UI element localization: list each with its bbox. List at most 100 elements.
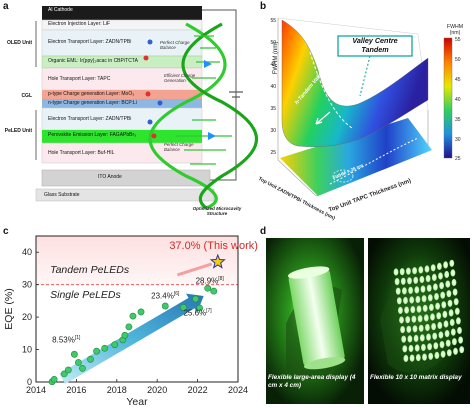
- cbar-tick: 45: [455, 77, 461, 83]
- matrix-pixel: [427, 343, 432, 351]
- annotation-28-9: 28.9%[8]: [196, 276, 224, 286]
- matrix-pixel: [437, 262, 442, 270]
- annotation-25-6: 25.6%[7]: [183, 308, 211, 318]
- cbar-tick: 55: [455, 37, 461, 43]
- matrix-pixel: [423, 314, 429, 322]
- projected-contour-floor: [280, 118, 432, 196]
- panel-d-flexible-displays: d Flexible large-area display (4 c: [258, 224, 474, 408]
- matrix-pixel: [430, 264, 436, 272]
- matrix-pixel: [403, 354, 409, 362]
- colorbar-title: FWHM (nm): [446, 24, 464, 36]
- layer-label-7: Electron Transport Layer: ZADN/TPBi: [48, 116, 132, 122]
- matrix-pixel: [421, 343, 426, 352]
- matrix-pixel: [394, 278, 400, 286]
- callout-text: Valley Centre Tandem: [352, 36, 398, 54]
- matrix-pixel: [449, 318, 455, 327]
- matrix-pixel: [406, 325, 412, 333]
- data-point: [121, 331, 129, 339]
- matrix-pixel: [439, 341, 445, 349]
- eqe-vs-year-chart: 2014 2016 2018 2020 2022 2024 0 10 20 30 40 Year EQE…: [3, 235, 248, 408]
- matrix-pixel: [452, 338, 457, 346]
- matrix-pixel: [425, 275, 431, 283]
- matrix-pixel: [412, 267, 417, 275]
- x-tick-label: 2024: [228, 385, 248, 395]
- matrix-pixel: [402, 287, 407, 295]
- note-charge-generation: Efficient Charge Generation: [164, 73, 196, 83]
- matrix-pixel: [418, 324, 424, 332]
- layer-label-1: Electron Injection Layer: LiF: [48, 21, 110, 27]
- matrix-pixel: [446, 349, 452, 357]
- annotation-ref: [7]: [206, 308, 212, 315]
- matrix-pixel: [409, 296, 415, 304]
- note-charge-balance-1: Perfect Charge Balance: [160, 40, 190, 50]
- hole-dot: [151, 133, 157, 139]
- data-point: [93, 347, 100, 355]
- layer-etl-top: [41, 29, 203, 57]
- matrix-pixel: [425, 323, 430, 332]
- matrix-pixel: [421, 295, 427, 303]
- hole-dot: [145, 91, 151, 97]
- matrix-pixel: [404, 306, 409, 314]
- helix-caption: Optimized Microcavity Structure: [192, 206, 242, 216]
- valley-trace: [309, 51, 353, 129]
- y-axis-title: EQE (%): [3, 288, 15, 329]
- z-axis-label: FWHM (nm): [273, 42, 279, 75]
- panel-c-label: c: [3, 226, 9, 237]
- matrix-pixel: [408, 286, 413, 294]
- matrix-pixel: [448, 309, 454, 317]
- y-tick-label: 20: [22, 312, 32, 322]
- z-tick: 55: [270, 18, 276, 24]
- matrix-pixel: [438, 272, 443, 280]
- layer-label-3: Organic EML: Ir(ppy)₂acac in CBP/TCTA: [48, 58, 138, 64]
- x-tick-label: 2016: [66, 385, 86, 395]
- electron-dot: [147, 39, 153, 45]
- matrix-pixel: [399, 316, 404, 324]
- x-tick-label: 2018: [107, 385, 127, 395]
- data-point: [161, 302, 169, 310]
- panel-b-label: b: [260, 1, 267, 12]
- single-peled-trend-arrow: [59, 293, 204, 384]
- data-point: [79, 364, 86, 372]
- data-point: [192, 295, 199, 303]
- layer-label-0: Al Cathode: [48, 7, 73, 13]
- matrix-pixel: [457, 326, 462, 335]
- matrix-pixel: [454, 307, 460, 315]
- x-axis-title: Year: [126, 396, 148, 408]
- data-point: [204, 284, 212, 292]
- matrix-pixel: [398, 306, 403, 314]
- data-point: [101, 344, 109, 352]
- fwhm-3d-surface-plot: FWHM (nm) 55 50 45 40 35 30 25 55 50 45 …: [270, 17, 461, 197]
- matrix-pixel: [419, 275, 425, 284]
- layer-label-8: Perovskite Emission Layer: FAGAPbBr₃: [48, 132, 137, 138]
- matrix-pixel-grid: [393, 259, 465, 362]
- y-tick-label: 30: [22, 280, 32, 290]
- matrix-pixel: [436, 312, 442, 320]
- matrix-pixel: [443, 261, 448, 269]
- matrix-pixel: [445, 339, 451, 347]
- matrix-pixel: [434, 293, 439, 301]
- tandem-trend-arrow: [176, 262, 213, 277]
- matrix-pixel: [422, 304, 428, 312]
- matrix-pixel: [434, 351, 440, 359]
- data-point: [137, 308, 145, 316]
- electron-dot: [147, 119, 153, 125]
- layer-label-10: ITO Anode: [98, 174, 122, 180]
- data-point: [50, 376, 58, 383]
- layer-perovskite-eml: [42, 130, 202, 143]
- panel-a-device-structure: a: [0, 0, 262, 222]
- z-tick: 40: [270, 84, 276, 90]
- matrix-pixel: [407, 277, 412, 285]
- cbar-tick: 30: [455, 137, 461, 143]
- axis-box: [277, 18, 429, 197]
- matrix-pixel: [416, 305, 422, 313]
- y-tick-label: 10: [22, 345, 32, 355]
- matrix-pixel: [433, 342, 439, 350]
- matrix-pixel: [419, 334, 425, 342]
- layer-al-cathode: [42, 6, 202, 20]
- matrix-pixel: [452, 288, 458, 296]
- matrix-pixel: [435, 302, 440, 310]
- cbar-tick: 25: [455, 156, 461, 162]
- matrix-pixel: [437, 321, 443, 329]
- electron-dot: [157, 100, 163, 106]
- unit-label-peled: PeLED Unit: [4, 128, 32, 134]
